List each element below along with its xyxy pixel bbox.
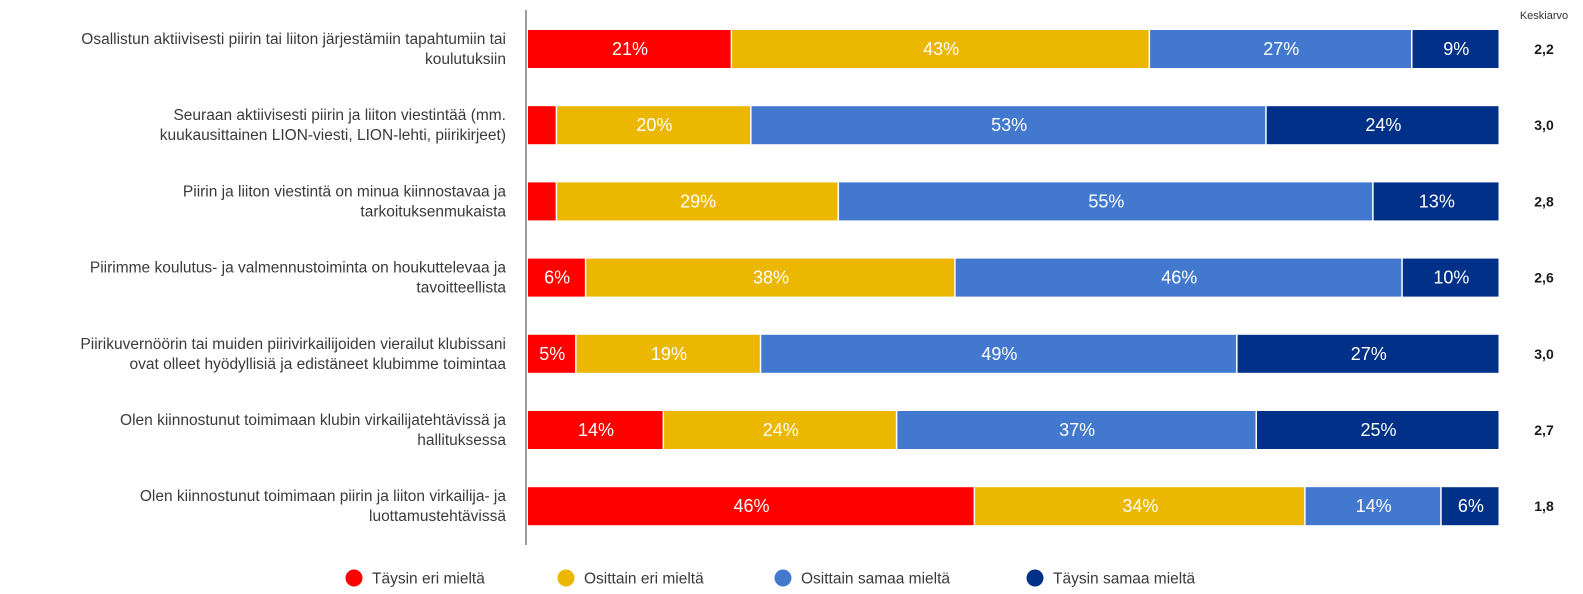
average-value: 2,2: [1534, 41, 1554, 57]
average-value: 3,0: [1534, 346, 1554, 362]
data-label: 46%: [1161, 268, 1197, 288]
category-label: Olen kiinnostunut toimimaan klubin virka…: [120, 412, 506, 449]
category-label: Piirimme koulutus- ja valmennustoiminta …: [90, 260, 507, 297]
legend-label: Osittain samaa mieltä: [801, 571, 950, 588]
bar-segment: [1266, 106, 1499, 145]
average-value: 2,7: [1534, 422, 1554, 438]
legend-label: Täysin eri mieltä: [372, 571, 485, 588]
data-label: 49%: [981, 344, 1017, 364]
bar-segment: [528, 411, 663, 449]
bar-segment: [528, 106, 556, 145]
category-label: Osallistun aktiivisesti piirin tai liito…: [81, 31, 506, 68]
data-label: 46%: [734, 496, 770, 516]
data-label: 38%: [753, 268, 789, 288]
bar-segment: [557, 106, 751, 145]
data-label: 27%: [1263, 39, 1299, 59]
bar-segment: [761, 334, 1237, 373]
category-label: Seuraan aktiivisesti piirin ja liiton vi…: [160, 107, 506, 144]
data-label: 14%: [578, 420, 614, 440]
bar-segment: [528, 487, 974, 526]
data-label: 24%: [763, 420, 799, 440]
data-label: 27%: [1351, 344, 1387, 364]
bar-segment: [528, 258, 585, 297]
data-label: 20%: [636, 115, 672, 135]
data-label: 10%: [1433, 268, 1469, 288]
bar-segment: [732, 30, 1149, 68]
data-label: 53%: [991, 115, 1027, 135]
bar-segment: [528, 30, 731, 68]
bar-segment: [557, 182, 838, 221]
legend-marker: [774, 569, 792, 587]
bar-segment: [528, 182, 556, 221]
data-label: 14%: [1356, 496, 1392, 516]
bar-segment: [1402, 258, 1499, 297]
average-value: 1,8: [1534, 498, 1554, 514]
legend-marker: [1026, 569, 1044, 587]
legend-marker: [557, 569, 575, 587]
average-value: 3,0: [1534, 117, 1554, 133]
data-label: 55%: [1088, 191, 1124, 211]
data-label: 9%: [1443, 39, 1469, 59]
bar-segment: [528, 334, 576, 373]
data-label: 13%: [1419, 191, 1455, 211]
category-label: Olen kiinnostunut toimimaan piirin ja li…: [140, 488, 507, 525]
bar-segment: [664, 411, 896, 449]
category-label: Piirikuvernöörin tai muiden piirivirkail…: [80, 336, 506, 373]
data-label: 6%: [1458, 496, 1484, 516]
bar-segment: [897, 411, 1256, 449]
bar-segment: [1373, 182, 1499, 221]
data-label: 43%: [923, 39, 959, 59]
data-label: 21%: [612, 39, 648, 59]
bar-segment: [1441, 487, 1499, 526]
bar-segment: [1150, 30, 1412, 68]
bar-segment: [1305, 487, 1441, 526]
legend-marker: [345, 569, 363, 587]
data-label: 6%: [544, 268, 570, 288]
data-label: 34%: [1122, 496, 1158, 516]
data-label: 29%: [680, 191, 716, 211]
legend-label: Täysin samaa mieltä: [1053, 571, 1196, 588]
bar-segment: [1257, 411, 1499, 449]
bar-segment: [839, 182, 1373, 221]
bar-segment: [1412, 30, 1499, 68]
bar-segment: [975, 487, 1305, 526]
bar-segment: [1237, 334, 1499, 373]
category-label: Piirin ja liiton viestintä on minua kiin…: [183, 183, 506, 220]
data-label: 25%: [1360, 420, 1396, 440]
data-label: 19%: [651, 344, 687, 364]
data-label: 24%: [1365, 115, 1401, 135]
bar-segment: [751, 106, 1266, 145]
data-label: 37%: [1059, 420, 1095, 440]
legend-label: Osittain eri mieltä: [584, 571, 704, 588]
average-header: Keskiarvo: [1520, 10, 1568, 22]
average-value: 2,6: [1534, 270, 1554, 286]
bar-segment: [955, 258, 1402, 297]
bar-segment: [576, 334, 760, 373]
bar-segment: [586, 258, 955, 297]
data-label: 5%: [539, 344, 565, 364]
average-value: 2,8: [1534, 193, 1554, 209]
